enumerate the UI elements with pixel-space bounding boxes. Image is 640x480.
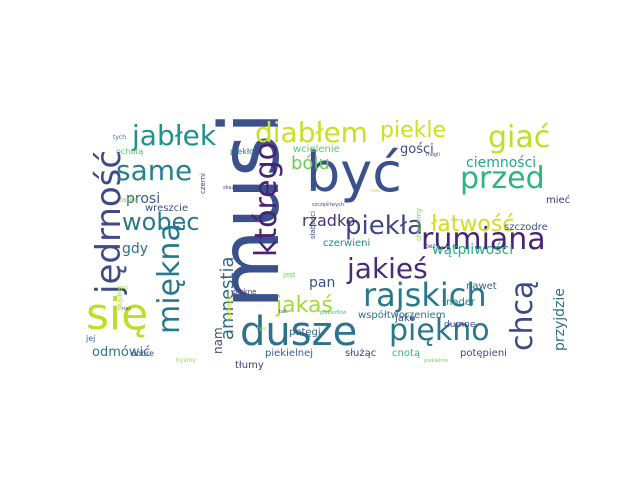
word: mogli [426, 152, 440, 158]
word: jabłek [131, 119, 217, 152]
word: tyiu [257, 326, 266, 332]
word: piekła [345, 211, 423, 241]
word: jakaś [275, 293, 333, 318]
word: bez [425, 243, 436, 250]
word: wcielenie [293, 144, 340, 155]
word: czerni [199, 173, 207, 194]
word: pan [309, 275, 335, 291]
word: jej [85, 334, 95, 343]
word: odmówić [92, 345, 150, 360]
word: piekło [230, 147, 254, 156]
word: słabości [309, 211, 317, 239]
word: tych [113, 134, 126, 141]
word: same [116, 154, 192, 187]
word: nas [122, 306, 131, 312]
word: wątpliwości [432, 242, 513, 258]
word: służąc [345, 348, 376, 359]
word: nas [371, 188, 380, 194]
word: mądre [116, 287, 124, 310]
word: diabłem [255, 116, 368, 149]
word: dumne [444, 320, 476, 330]
word: wreszcie [145, 203, 188, 214]
word: cnotą [392, 348, 420, 359]
word: gdy [122, 241, 148, 257]
word: współtworzeniem [358, 309, 445, 321]
word: piekle [380, 118, 446, 143]
word: czerwieni [323, 238, 370, 249]
word: giać [488, 120, 550, 155]
word: bólu [291, 153, 330, 174]
word: piękno [389, 313, 490, 348]
word: prosi [126, 191, 160, 207]
word: przed [460, 161, 545, 196]
word: kpić [118, 284, 128, 291]
word: chcą [505, 281, 540, 351]
word: rozkazy [225, 295, 233, 322]
word: szczęśliwych [312, 201, 344, 208]
word: przyjdzie [552, 288, 568, 351]
word: musi [203, 112, 298, 309]
word: miękną [152, 223, 187, 334]
word: rzadko [302, 211, 355, 230]
word: chwalimy [415, 208, 423, 241]
word: piekielnie [424, 358, 448, 364]
word: którego [249, 142, 284, 257]
word: amnestia [217, 256, 238, 340]
word: piękne [233, 288, 257, 296]
word: mieć [546, 194, 570, 206]
word: potęgi [289, 327, 321, 338]
word: się [86, 289, 148, 340]
word: potępieni [460, 348, 507, 359]
word: dobre [131, 349, 154, 358]
word: nawet [466, 281, 497, 292]
word: gości [400, 142, 434, 157]
word: jako [394, 313, 415, 324]
word: nader [446, 297, 476, 308]
word: wobec [122, 208, 200, 236]
word: tak [279, 309, 287, 315]
word: ochotą [116, 147, 143, 156]
word: pieksoflów [320, 309, 347, 316]
word: łaskę [120, 196, 138, 204]
word: być [306, 141, 402, 204]
word: jędrność [89, 150, 129, 295]
word-cloud: musi być się dusze jędrność miękną które… [80, 107, 582, 371]
word: jest [282, 271, 296, 279]
word-cloud-canvas: musi być się dusze jędrność miękną które… [85, 112, 570, 371]
word: nam [211, 327, 225, 354]
word: skazy [223, 185, 237, 191]
word: dusze [240, 309, 357, 355]
word: piekielnej [265, 348, 313, 359]
word: rajskich [363, 276, 487, 314]
word: szczodre [504, 222, 548, 233]
word: bysmy [176, 357, 196, 364]
word: tłumy [235, 360, 264, 371]
word: jakieś [346, 252, 428, 285]
word: ciemności [466, 155, 536, 171]
word: rumiana [421, 222, 546, 257]
word: łatwość [431, 212, 514, 237]
